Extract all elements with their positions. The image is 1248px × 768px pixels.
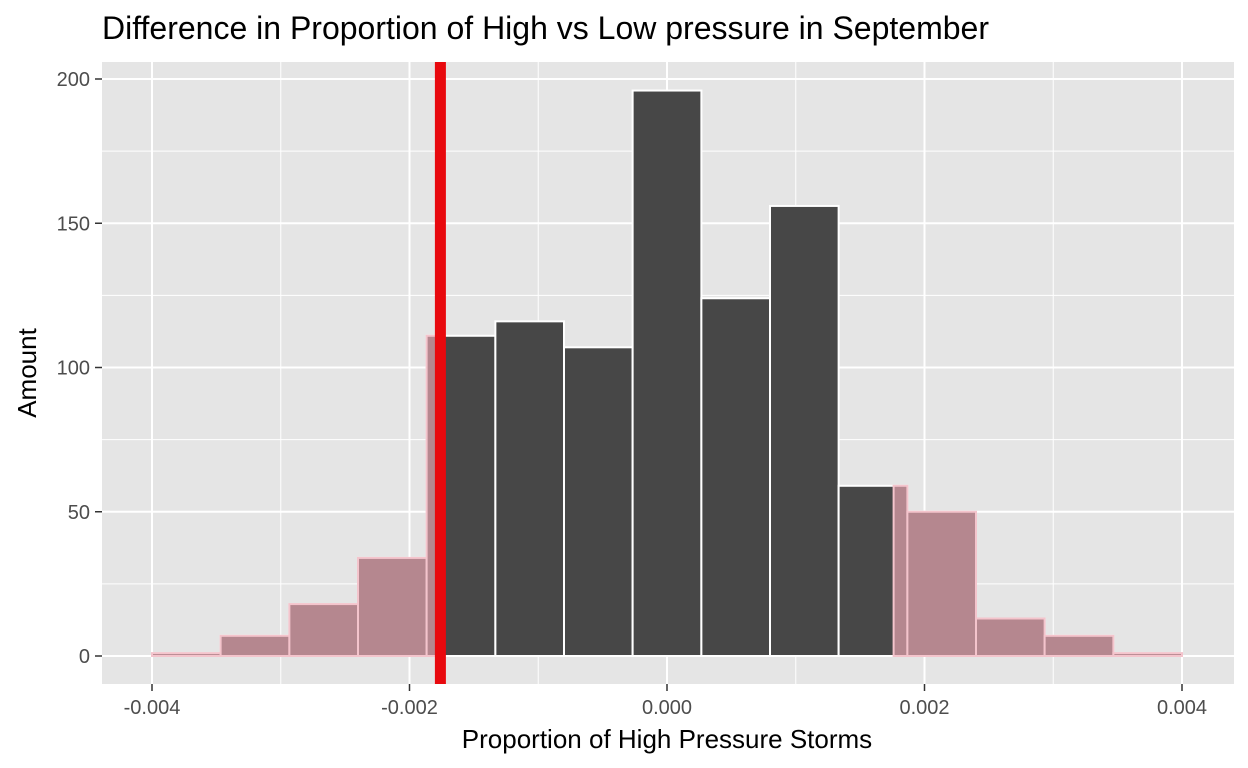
histogram-bar xyxy=(769,204,840,657)
shaded-bar xyxy=(151,652,222,657)
x-tick-label: -0.002 xyxy=(381,697,438,719)
shaded-bar xyxy=(892,484,909,657)
shaded-bar xyxy=(906,510,977,657)
x-tick-label: 0.000 xyxy=(642,697,692,719)
x-tick-label: -0.004 xyxy=(124,697,181,719)
x-tick-label: 0.004 xyxy=(1157,697,1207,719)
y-axis: 0 50 100 150 200 xyxy=(57,69,102,668)
y-tick-label: 0 xyxy=(79,646,90,668)
shaded-bar xyxy=(975,617,1046,657)
histogram-bar xyxy=(494,320,565,657)
histogram-bar xyxy=(631,89,703,658)
y-tick-label: 100 xyxy=(57,358,90,380)
y-tick-label: 200 xyxy=(57,69,90,91)
chart-title: Difference in Proportion of High vs Low … xyxy=(102,10,989,46)
shaded-bar xyxy=(219,634,291,657)
y-axis-title: Amount xyxy=(12,327,42,417)
shaded-bar xyxy=(1112,652,1183,657)
x-tick-label: 0.002 xyxy=(899,697,949,719)
shaded-bar xyxy=(357,556,428,657)
shaded-region-bars xyxy=(151,334,1183,658)
histogram-bar xyxy=(700,297,771,657)
y-tick-label: 150 xyxy=(57,213,90,235)
x-axis-title: Proportion of High Pressure Storms xyxy=(462,724,872,754)
histogram-bar xyxy=(563,346,634,657)
shaded-bar xyxy=(1043,634,1115,657)
shaded-bar xyxy=(288,603,359,658)
y-tick-label: 50 xyxy=(68,502,90,524)
x-axis: -0.004 -0.002 0.000 0.002 0.004 xyxy=(124,684,1207,719)
